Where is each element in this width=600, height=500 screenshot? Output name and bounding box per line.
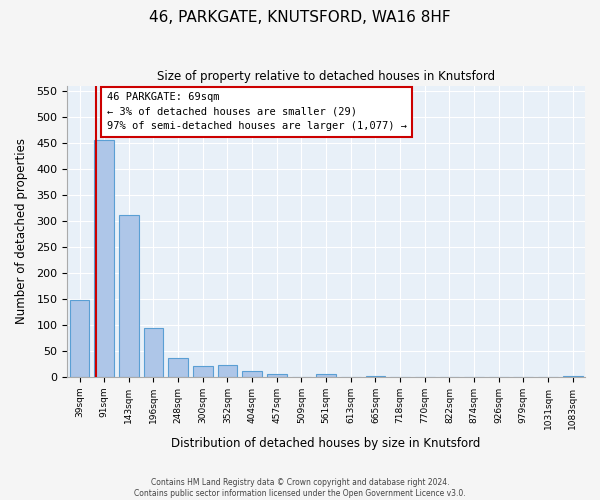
X-axis label: Distribution of detached houses by size in Knutsford: Distribution of detached houses by size … <box>172 437 481 450</box>
Bar <box>242 370 262 377</box>
Text: Contains HM Land Registry data © Crown copyright and database right 2024.
Contai: Contains HM Land Registry data © Crown c… <box>134 478 466 498</box>
Bar <box>119 215 139 377</box>
Bar <box>316 374 336 377</box>
Bar <box>218 366 238 377</box>
Bar <box>168 358 188 377</box>
Bar <box>70 300 89 377</box>
Y-axis label: Number of detached properties: Number of detached properties <box>15 138 28 324</box>
Bar <box>94 140 114 377</box>
Text: 46, PARKGATE, KNUTSFORD, WA16 8HF: 46, PARKGATE, KNUTSFORD, WA16 8HF <box>149 10 451 25</box>
Bar <box>267 374 287 377</box>
Title: Size of property relative to detached houses in Knutsford: Size of property relative to detached ho… <box>157 70 495 83</box>
Bar <box>365 376 385 377</box>
Text: 46 PARKGATE: 69sqm
← 3% of detached houses are smaller (29)
97% of semi-detached: 46 PARKGATE: 69sqm ← 3% of detached hous… <box>107 92 407 132</box>
Bar <box>143 328 163 377</box>
Bar <box>193 366 212 377</box>
Bar <box>563 376 583 377</box>
